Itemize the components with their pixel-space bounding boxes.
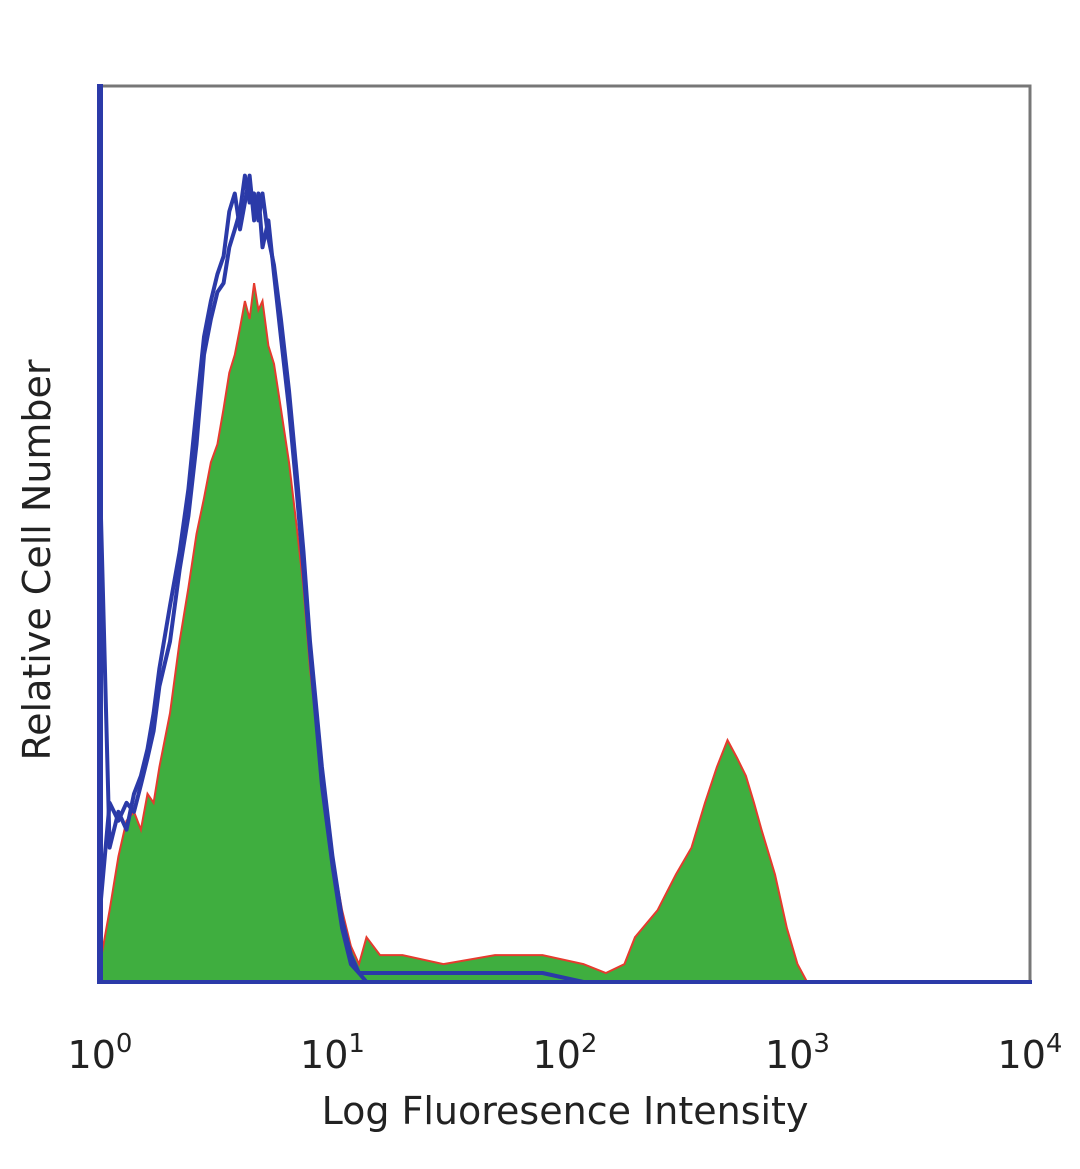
x-tick-label: 103 [765, 1029, 830, 1077]
x-tick-label: 100 [68, 1029, 133, 1077]
x-tick-label: 104 [998, 1029, 1063, 1077]
x-tick-label: 101 [300, 1029, 365, 1077]
x-tick-label: 102 [533, 1029, 598, 1077]
histogram-outline-series-2 [98, 173, 1030, 984]
x-tick-labels: 100 101 102 103 104 [68, 1029, 1063, 1077]
y-axis-title: Relative Cell Number [15, 359, 59, 760]
series-layer [98, 173, 1030, 984]
x-axis-title: Log Fluoresence Intensity [322, 1089, 809, 1133]
